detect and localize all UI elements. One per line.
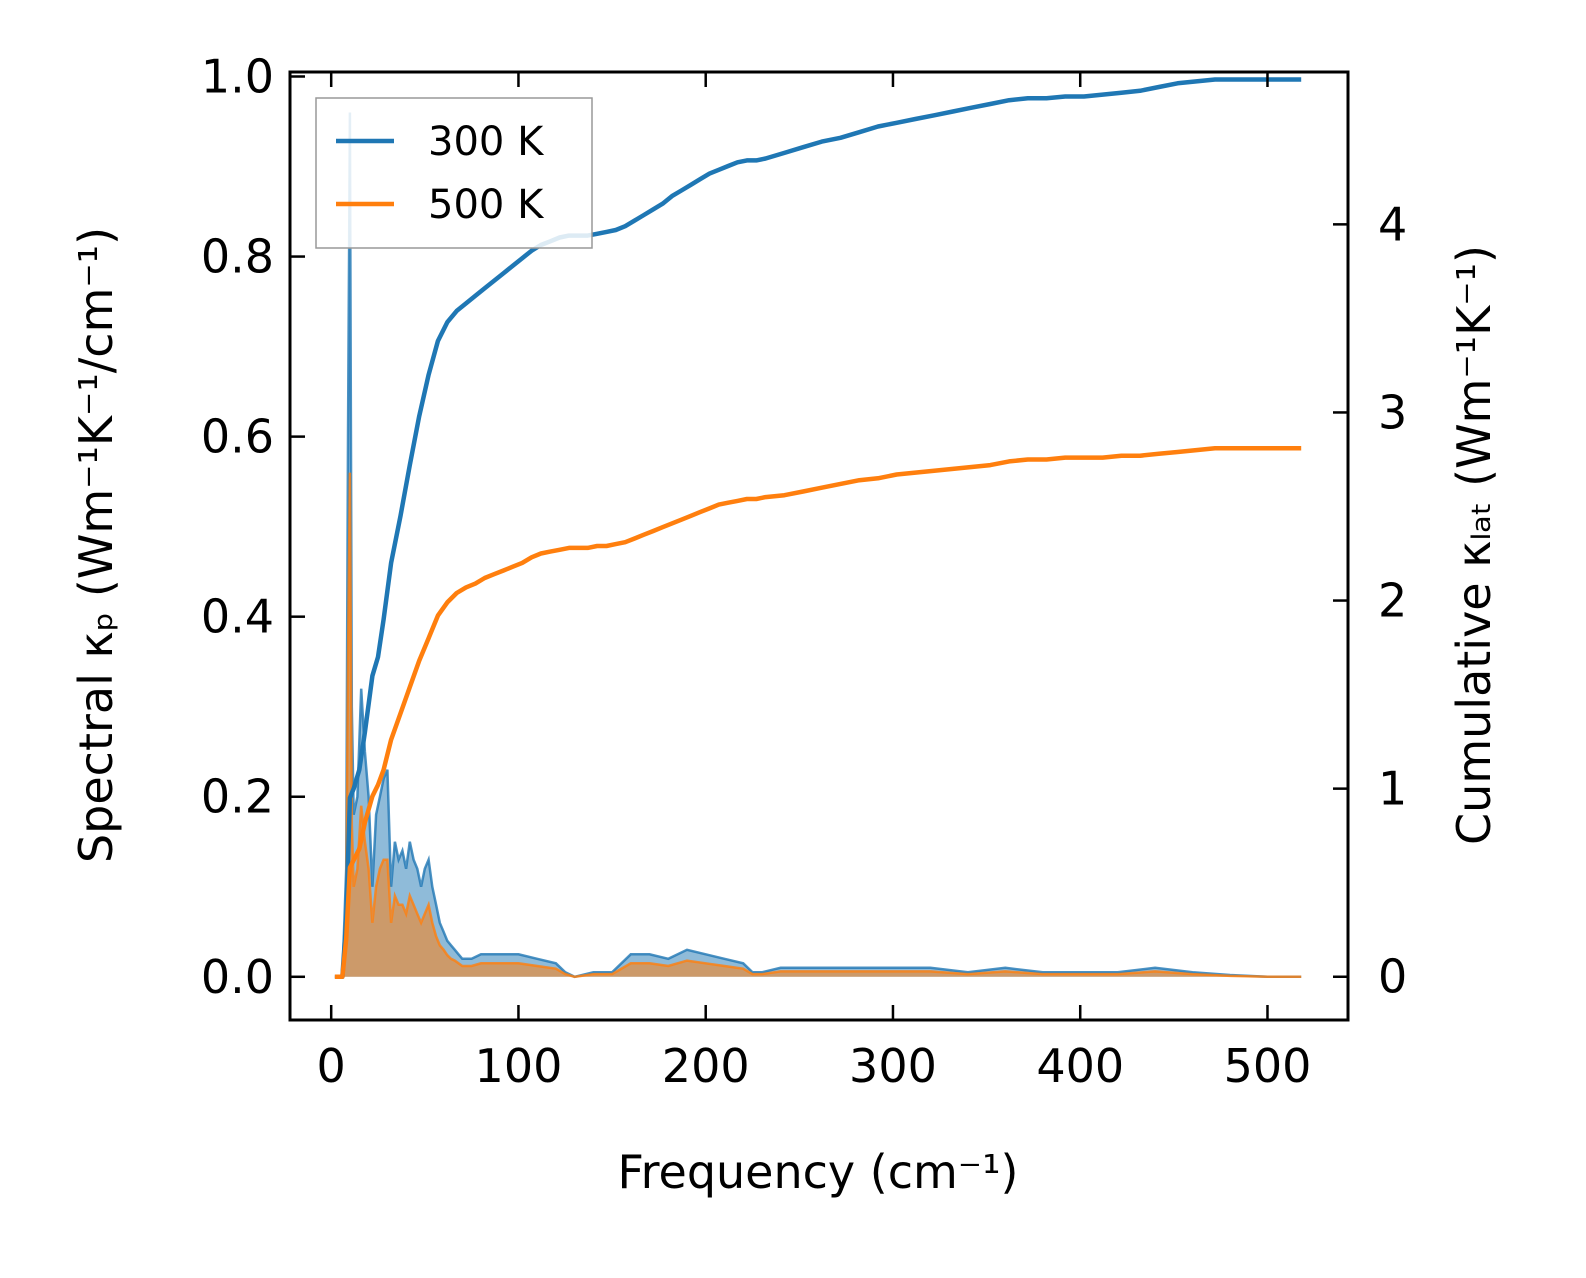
legend: 300 K 500 K: [315, 97, 593, 249]
y-tick-label-left: 0.2: [201, 770, 274, 824]
axes-frame: [288, 70, 1350, 1022]
y-tick-label-left: 0.0: [201, 950, 274, 1004]
y-tick-label-left: 0.8: [201, 230, 274, 284]
x-tick-label: 200: [662, 1039, 750, 1093]
y-tick-label-right: 0: [1378, 950, 1407, 1004]
cumulative-line-300k: [334, 77, 1302, 979]
axes-ticks: 0 100 200 300 400 500 0.0 0.2 0.4 0.6 0.8 1.0 0 1 2 3 4: [201, 50, 1407, 1093]
y-axis-title-left: Spectral κₚ (Wm⁻¹K⁻¹/cm⁻¹): [69, 227, 123, 863]
legend-label-300k: 300 K: [428, 119, 545, 165]
y-axis-title-right: Cumulative κₗₐₜ (Wm⁻¹K⁻¹): [1447, 245, 1501, 845]
axis-titles: Frequency (cm⁻¹) Spectral κₚ (Wm⁻¹K⁻¹/cm…: [69, 227, 1501, 1199]
x-tick-label: 0: [317, 1039, 346, 1093]
y-tick-label-left: 0.6: [201, 410, 274, 464]
x-tick-label: 500: [1224, 1039, 1312, 1093]
spectral-line-300k: [334, 112, 1302, 979]
x-axis-title: Frequency (cm⁻¹): [618, 1145, 1019, 1199]
spectral-area-500k: [334, 472, 1302, 977]
plot-clip-group: [334, 77, 1302, 979]
cumulative-line-500k: [334, 445, 1302, 979]
y-tick-label-left: 0.4: [201, 590, 274, 644]
spectral-area-300k: [334, 112, 1302, 977]
y-tick-label-left: 1.0: [201, 50, 274, 104]
spectral-line-500k: [334, 472, 1302, 979]
y-tick-label-right: 2: [1378, 574, 1407, 628]
x-tick-label: 400: [1036, 1039, 1124, 1093]
y-tick-label-right: 3: [1378, 385, 1407, 439]
y-tick-label-right: 1: [1378, 762, 1407, 816]
y-tick-label-right: 4: [1378, 197, 1407, 251]
legend-label-500k: 500 K: [428, 182, 545, 228]
x-tick-label: 100: [475, 1039, 563, 1093]
legend-box: [315, 97, 593, 249]
x-tick-label: 300: [849, 1039, 937, 1093]
plot-area: [288, 70, 1350, 1022]
